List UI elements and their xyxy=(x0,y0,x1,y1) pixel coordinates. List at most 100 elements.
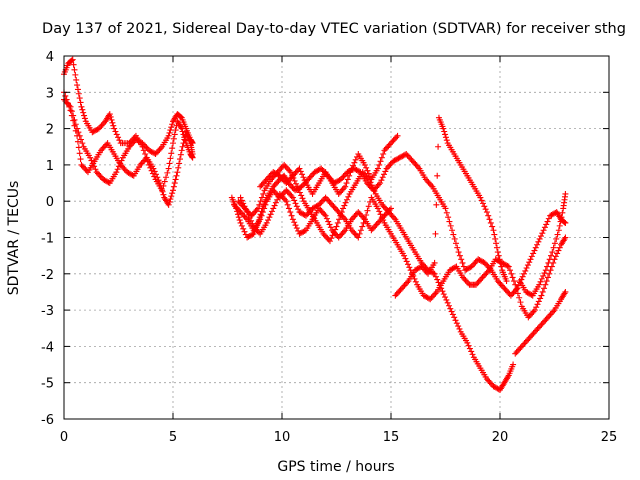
data-point xyxy=(160,191,167,198)
data-point xyxy=(170,140,176,147)
data-point xyxy=(451,314,458,321)
data-point xyxy=(555,227,562,234)
data-point xyxy=(291,219,298,226)
data-point xyxy=(172,176,179,183)
data-point xyxy=(442,294,449,301)
data-point xyxy=(451,235,458,242)
data-point xyxy=(237,194,244,201)
data-point xyxy=(344,176,351,183)
data-point xyxy=(159,188,166,195)
data-point xyxy=(328,235,335,242)
data-point xyxy=(486,216,493,223)
data-point xyxy=(443,209,450,216)
data-point xyxy=(74,82,81,89)
data-point xyxy=(267,211,274,218)
data-point xyxy=(524,262,531,269)
data-point xyxy=(532,244,539,251)
y-tick-label: 0 xyxy=(46,195,54,210)
data-point xyxy=(452,317,459,324)
data-point xyxy=(75,144,82,151)
data-point xyxy=(432,230,439,237)
data-point xyxy=(435,279,442,286)
data-point xyxy=(526,259,533,266)
data-point xyxy=(62,92,69,99)
data-point xyxy=(510,361,517,368)
data-point xyxy=(431,270,438,277)
data-point xyxy=(540,272,547,279)
data-point xyxy=(260,190,267,197)
data-point xyxy=(274,196,281,203)
axis-ticks xyxy=(63,55,610,420)
data-point xyxy=(490,227,497,234)
data-point xyxy=(283,198,290,205)
data-point xyxy=(432,273,439,280)
data-point xyxy=(541,270,548,277)
data-point xyxy=(464,339,471,346)
x-axis-label: GPS time / hours xyxy=(277,459,394,475)
data-point xyxy=(516,294,523,301)
data-point xyxy=(172,127,179,134)
y-tick-label: 4 xyxy=(46,50,54,65)
data-point xyxy=(536,235,543,242)
data-point xyxy=(301,177,308,184)
data-point xyxy=(71,66,78,73)
data-point xyxy=(478,197,485,204)
y-tick-label: 2 xyxy=(46,123,54,138)
data-point xyxy=(140,147,147,154)
data-point xyxy=(542,281,549,288)
data-point xyxy=(517,299,524,306)
data-point xyxy=(447,305,454,312)
data-point xyxy=(66,103,73,110)
data-point xyxy=(246,214,253,221)
data-point xyxy=(465,342,472,349)
data-point xyxy=(417,264,424,271)
data-point xyxy=(350,162,357,169)
data-point xyxy=(80,109,87,116)
data-point xyxy=(166,129,173,136)
data-point xyxy=(326,221,333,228)
data-point xyxy=(562,219,569,226)
data-point xyxy=(179,143,186,150)
data-point xyxy=(537,295,544,302)
y-tick-label: -6 xyxy=(41,413,54,428)
data-point xyxy=(113,169,120,176)
data-point xyxy=(242,206,249,213)
data-point xyxy=(539,288,546,295)
data-point xyxy=(70,117,77,124)
data-point xyxy=(557,218,564,225)
data-point xyxy=(378,177,385,184)
data-point xyxy=(63,96,70,103)
data-point xyxy=(394,132,401,139)
data-point xyxy=(535,238,542,245)
data-points xyxy=(61,56,569,393)
data-point xyxy=(440,291,447,298)
data-point xyxy=(110,122,117,129)
data-point xyxy=(113,131,120,138)
data-point xyxy=(168,124,175,131)
data-point xyxy=(534,301,541,308)
data-point xyxy=(510,278,517,285)
x-tick-label: 20 xyxy=(492,430,509,445)
data-point xyxy=(483,209,490,216)
data-point xyxy=(531,247,538,254)
data-point xyxy=(487,219,494,226)
data-point xyxy=(505,263,512,270)
data-point xyxy=(543,278,550,285)
data-point xyxy=(263,219,270,226)
data-point xyxy=(558,214,565,221)
data-point xyxy=(376,161,383,168)
data-point xyxy=(513,286,520,293)
data-point xyxy=(376,208,383,215)
data-point xyxy=(169,121,176,128)
data-point xyxy=(292,222,299,229)
data-point xyxy=(87,154,94,161)
data-point xyxy=(333,223,340,230)
data-point xyxy=(495,252,502,259)
data-point xyxy=(556,244,563,251)
x-tick-label: 10 xyxy=(274,430,291,445)
data-point xyxy=(449,311,456,318)
data-point xyxy=(442,134,449,141)
y-tick-labels: -6 -5 -4 -3 -2 -1 0 1 2 3 4 xyxy=(41,50,54,428)
data-point xyxy=(496,256,503,263)
data-point xyxy=(299,171,306,178)
